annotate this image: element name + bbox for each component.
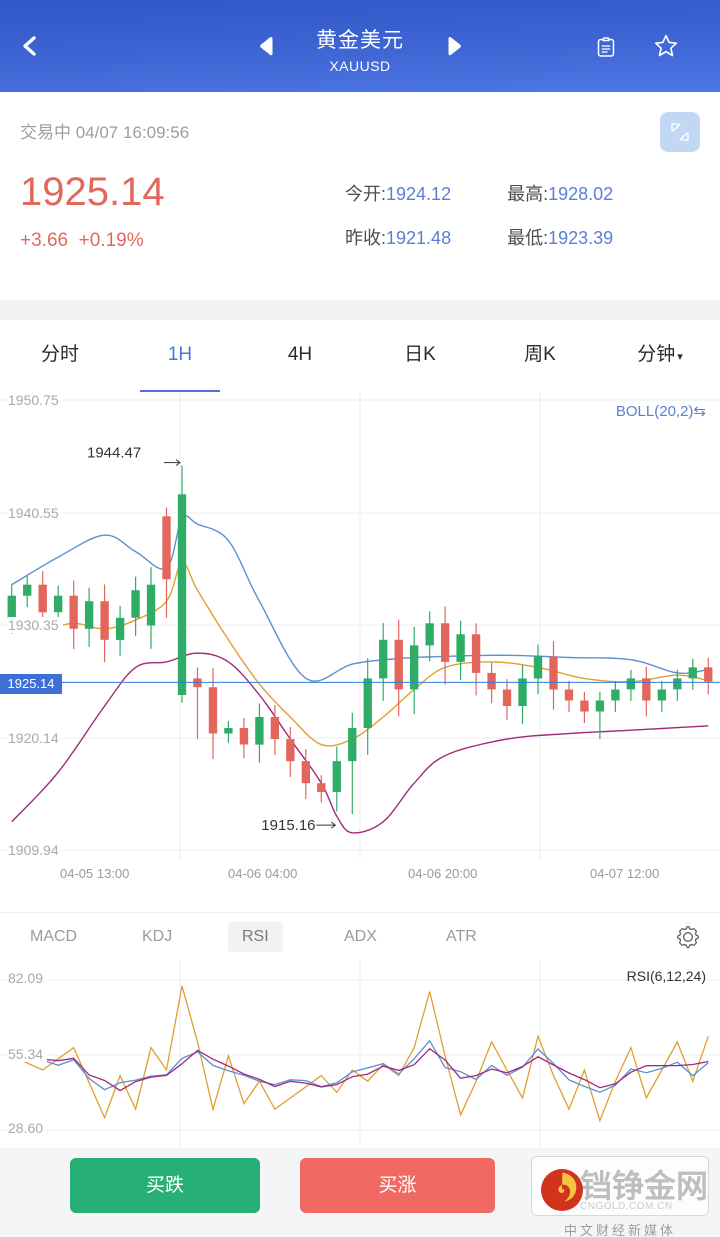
svg-text:CNGOLD.COM.CN: CNGOLD.COM.CN	[580, 1201, 673, 1212]
svg-text:铛铮金网: 铛铮金网	[580, 1168, 708, 1204]
svg-text:1944.47: 1944.47	[87, 445, 141, 462]
svg-text:1915.16: 1915.16	[261, 817, 315, 834]
